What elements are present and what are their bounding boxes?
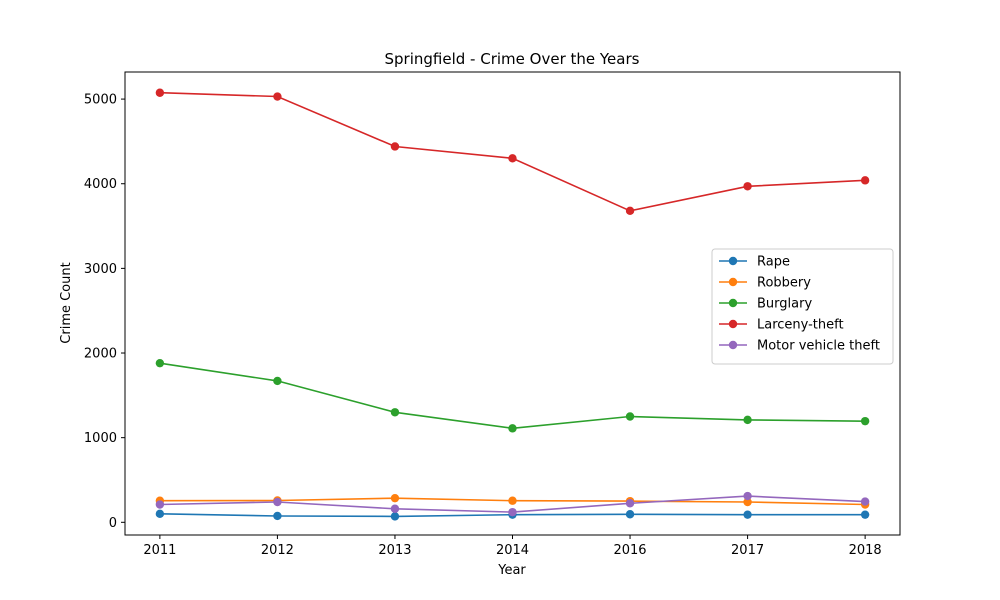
y-axis: 0 1000 2000 3000 4000 5000 bbox=[84, 93, 125, 531]
legend-label-motor-vehicle-theft: Motor vehicle theft bbox=[757, 339, 880, 354]
data-point-motor-vehicle-theft bbox=[625, 499, 635, 508]
data-point-burglary bbox=[390, 408, 400, 417]
data-point-motor-vehicle-theft bbox=[743, 491, 752, 501]
legend-marker-burglary bbox=[728, 298, 738, 308]
data-point-motor-vehicle-theft bbox=[508, 507, 517, 517]
chart-title: Springfield - Crime Over the Years bbox=[385, 50, 640, 68]
legend-label-robbery: Robbery bbox=[757, 276, 811, 291]
series-line-larceny-theft bbox=[159, 91, 866, 212]
data-point-burglary bbox=[155, 358, 165, 368]
x-tick-label: 2013 bbox=[378, 543, 411, 558]
data-point-rape bbox=[625, 510, 635, 519]
x-tick-label: 2017 bbox=[731, 543, 764, 558]
x-axis: 2011 2012 2013 2014 2016 2017 2018 bbox=[143, 535, 882, 558]
x-tick-label: 2016 bbox=[613, 543, 646, 558]
legend-marker-rape bbox=[728, 256, 738, 266]
legend-label-burglary: Burglary bbox=[757, 297, 812, 312]
data-point-burglary bbox=[860, 416, 870, 426]
y-tick-label: 2000 bbox=[84, 347, 117, 362]
legend-marker-robbery bbox=[728, 277, 738, 287]
legend-label-rape: Rape bbox=[757, 255, 790, 270]
data-point-larceny-theft bbox=[625, 206, 635, 216]
y-tick-label: 1000 bbox=[84, 431, 117, 446]
data-point-burglary bbox=[743, 415, 752, 425]
data-point-burglary bbox=[625, 412, 635, 421]
y-axis-label: Crime Count bbox=[59, 262, 74, 343]
data-point-motor-vehicle-theft bbox=[860, 497, 870, 506]
data-point-burglary bbox=[273, 376, 282, 386]
y-tick-label: 5000 bbox=[84, 93, 117, 108]
data-point-robbery bbox=[508, 496, 517, 505]
data-point-larceny-theft bbox=[155, 88, 165, 97]
data-point-larceny-theft bbox=[860, 176, 870, 185]
data-point-larceny-theft bbox=[508, 154, 517, 163]
x-tick-label: 2014 bbox=[496, 543, 529, 558]
legend: Rape Robbery Burglary Larceny-theft Motor ve… bbox=[711, 248, 894, 365]
y-tick-label: 0 bbox=[109, 516, 117, 531]
data-point-rape bbox=[390, 512, 400, 521]
legend-box bbox=[711, 248, 894, 365]
data-point-rape bbox=[860, 510, 870, 519]
data-point-robbery bbox=[390, 493, 400, 503]
legend-label-larceny-theft: Larceny-theft bbox=[757, 318, 844, 333]
series-line-burglary bbox=[159, 362, 866, 430]
series-burglary bbox=[155, 358, 870, 433]
x-tick-label: 2018 bbox=[849, 543, 882, 558]
data-point-burglary bbox=[508, 424, 517, 433]
data-point-rape bbox=[273, 511, 282, 521]
data-point-motor-vehicle-theft bbox=[273, 497, 282, 507]
series-motor-vehicle-theft bbox=[155, 491, 870, 517]
data-point-larceny-theft bbox=[743, 182, 752, 191]
y-tick-label: 3000 bbox=[84, 262, 117, 277]
data-point-motor-vehicle-theft bbox=[155, 500, 165, 509]
data-point-larceny-theft bbox=[273, 92, 282, 101]
y-tick-label: 4000 bbox=[84, 177, 117, 192]
x-tick-label: 2011 bbox=[143, 543, 176, 558]
data-point-robbery bbox=[743, 497, 752, 507]
legend-marker-larceny-theft bbox=[728, 319, 738, 329]
x-tick-label: 2012 bbox=[261, 543, 294, 558]
data-point-rape bbox=[155, 509, 165, 519]
data-point-motor-vehicle-theft bbox=[390, 504, 400, 513]
x-axis-label: Year bbox=[497, 563, 526, 578]
data-point-larceny-theft bbox=[390, 142, 400, 151]
series-larceny-theft bbox=[155, 88, 870, 216]
data-point-rape bbox=[743, 510, 752, 519]
series-layer bbox=[155, 88, 870, 521]
legend-marker-motor-vehicle-theft bbox=[728, 340, 738, 350]
